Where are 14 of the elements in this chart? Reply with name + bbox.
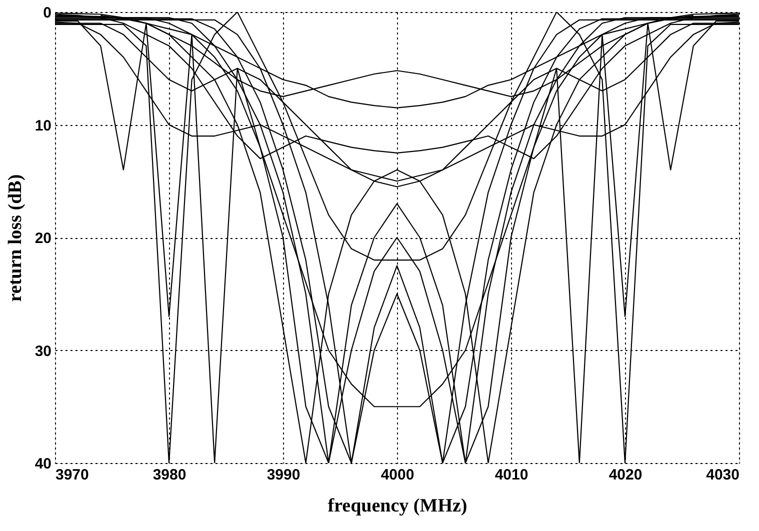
x-axis-title: frequency (MHz): [328, 496, 468, 516]
y-tick-label: 10: [34, 117, 52, 134]
x-tick-label: 3970: [56, 466, 89, 484]
x-tick-label: 4030: [706, 466, 740, 484]
y-tick-label: 20: [34, 230, 52, 247]
y-tick-label: 30: [34, 342, 52, 360]
x-tick-label: 4000: [380, 466, 414, 484]
x-tick-label: 4010: [494, 466, 528, 484]
y-axis-title: return loss (dB): [4, 174, 26, 302]
y-tick-label: 0: [43, 4, 52, 22]
x-tick-label: 3990: [266, 466, 300, 484]
x-tick-label: 3980: [152, 466, 186, 484]
x-tick-label: 4020: [608, 466, 642, 484]
y-tick-label: 40: [34, 456, 52, 472]
